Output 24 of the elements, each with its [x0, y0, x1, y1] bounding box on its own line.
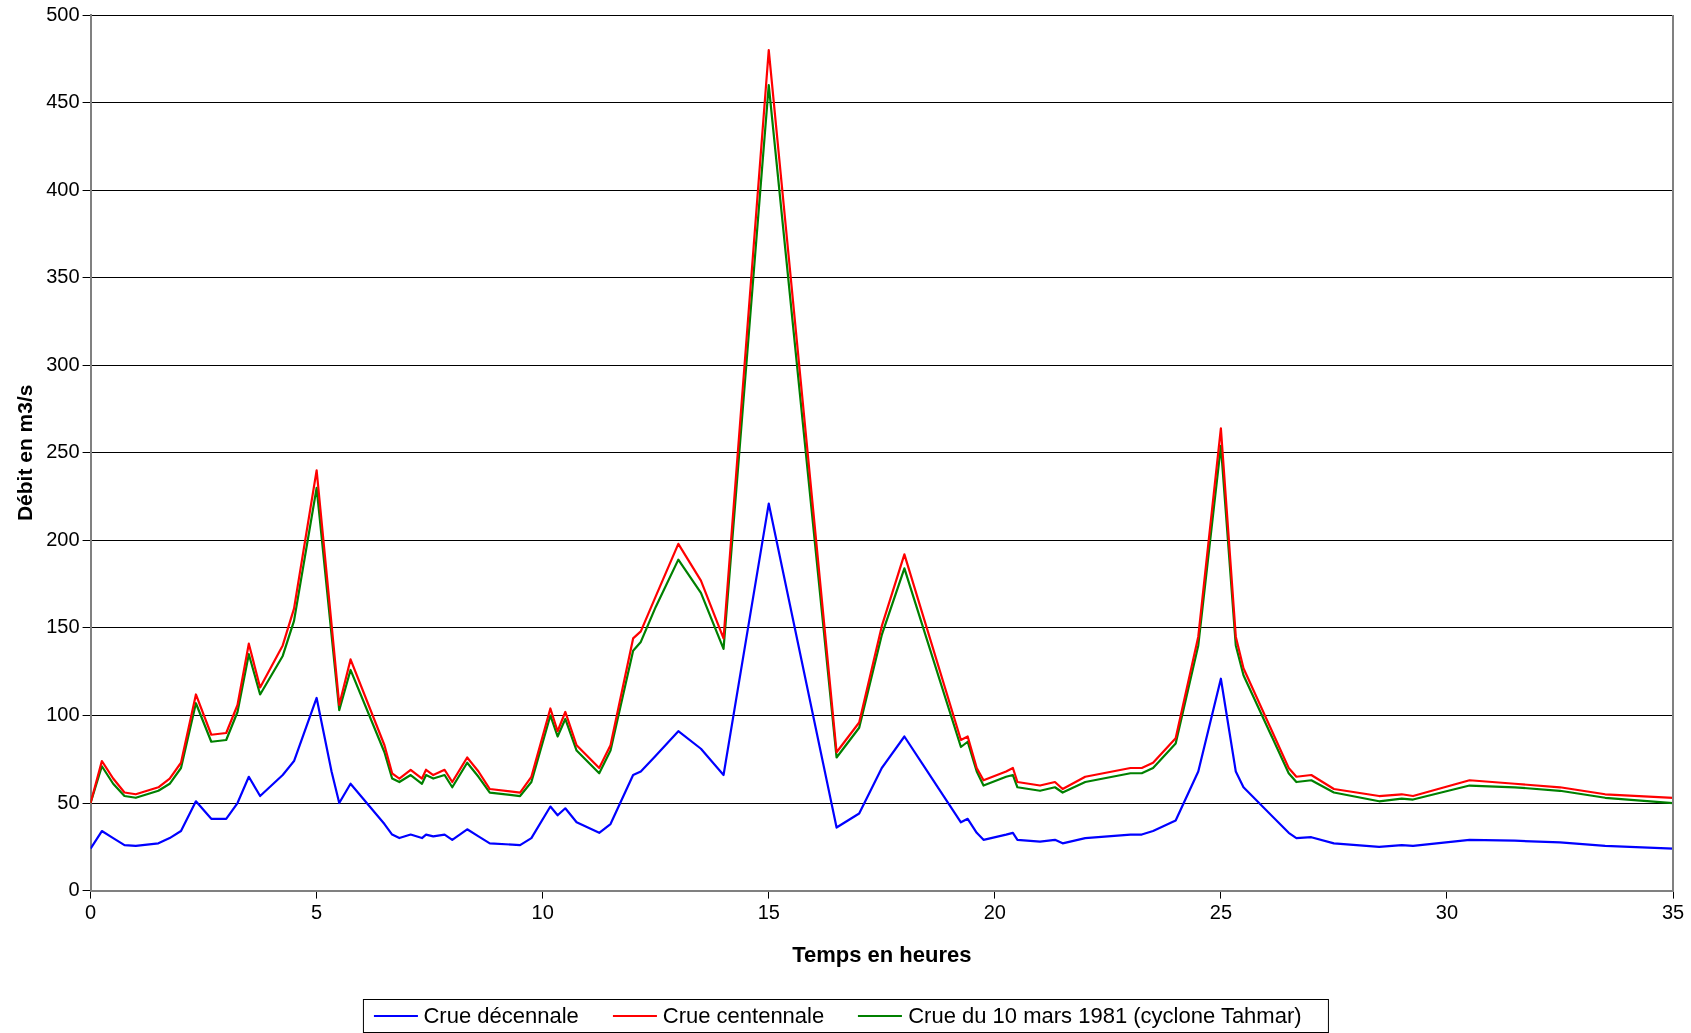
- x-tick-label: 5: [311, 901, 323, 924]
- y-tick-label: 300: [46, 352, 80, 375]
- x-axis-title: Temps en heures: [792, 941, 972, 967]
- legend-label: Crue décennale: [423, 1003, 579, 1029]
- y-tick-label: 50: [57, 790, 80, 813]
- legend-label: Crue du 10 mars 1981 (cyclone Tahmar): [908, 1003, 1302, 1029]
- x-tick-label: 25: [1209, 901, 1232, 924]
- y-tick-label: 250: [46, 440, 80, 463]
- x-tick-label: 20: [983, 901, 1006, 924]
- y-tick-label: 450: [46, 90, 80, 113]
- y-tick-label: 500: [46, 2, 80, 25]
- y-tick-label: 400: [46, 177, 80, 200]
- y-tick-label: 150: [46, 615, 80, 638]
- y-tick-label: 350: [46, 265, 80, 288]
- x-tick-label: 35: [1661, 901, 1685, 924]
- x-tick-label: 0: [85, 901, 97, 924]
- y-tick-label: 100: [46, 703, 80, 725]
- y-axis-title: Débit en m3/s: [13, 384, 37, 522]
- y-tick-label: 200: [46, 527, 80, 550]
- y-tick-label: 0: [68, 878, 80, 901]
- legend-label: Crue centennale: [662, 1003, 825, 1029]
- x-tick-label: 30: [1435, 901, 1459, 924]
- x-tick-label: 10: [531, 901, 554, 924]
- x-tick-label: 15: [757, 901, 780, 924]
